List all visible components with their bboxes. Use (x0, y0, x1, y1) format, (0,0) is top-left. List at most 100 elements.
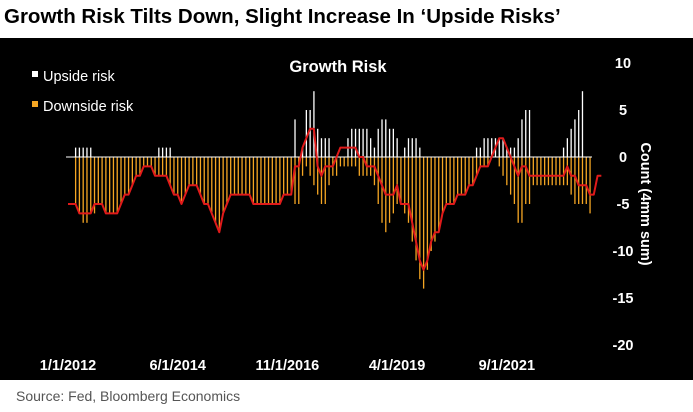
downside-risk-bar (536, 157, 538, 186)
downside-risk-bar (528, 157, 531, 204)
downside-risk-bar (248, 157, 251, 195)
downside-risk-bar (271, 157, 273, 204)
upside-risk-bar (407, 138, 410, 157)
upside-risk-bar (506, 147, 508, 157)
upside-risk-bar (415, 138, 417, 157)
downside-risk-bar (173, 157, 175, 195)
upside-risk-bar (317, 128, 319, 157)
downside-risk-bar (165, 157, 168, 176)
upside-risk-bar (309, 110, 311, 157)
downside-risk-bar (109, 157, 111, 214)
downside-risk-bar (105, 157, 107, 214)
downside-risk-bar (93, 157, 96, 214)
downside-risk-bar (290, 157, 292, 195)
downside-risk-bar (562, 157, 565, 186)
downside-risk-bar (479, 157, 481, 167)
upside-risk-bar (324, 138, 326, 157)
downside-risk-bar (207, 157, 209, 204)
upside-risk-bar (562, 147, 565, 157)
downside-risk-bar (203, 157, 205, 204)
upside-risk-bar (313, 91, 315, 157)
y-tick-label: 0 (619, 150, 627, 166)
downside-risk-bar (513, 157, 516, 204)
upside-risk-bar (509, 147, 512, 157)
downside-risk-bar (453, 157, 455, 204)
downside-risk-bar (354, 157, 357, 167)
downside-risk-bar (460, 157, 463, 195)
chart-svg: Growth Risk Upside risk Downside risk 10… (32, 56, 653, 374)
upside-risk-bar (373, 147, 376, 157)
downside-risk-bar (547, 157, 550, 186)
downside-risk-bars (74, 157, 591, 289)
downside-risk-bar (275, 157, 277, 204)
upside-risk-bar (354, 128, 357, 157)
downside-risk-bar (328, 157, 330, 186)
downside-risk-bar (177, 157, 179, 195)
downside-risk-bar (498, 157, 500, 167)
upside-risk-bar (396, 138, 398, 157)
upside-risk-bar (528, 110, 531, 157)
upside-risk-bar (90, 147, 92, 157)
downside-risk-bar (226, 157, 228, 204)
upside-risk-bar (78, 147, 81, 157)
y-tick-label: 5 (619, 103, 627, 119)
downside-risk-bar (555, 157, 557, 186)
downside-risk-bar (362, 157, 364, 176)
downside-risk-bar (411, 157, 413, 242)
upside-risk-bar (366, 128, 368, 157)
downside-risk-bar (438, 157, 440, 233)
downside-risk-bar (392, 157, 394, 214)
downside-risk-bar (101, 157, 103, 204)
x-tick-label: 4/1/2019 (369, 358, 425, 374)
upside-risk-bar (483, 138, 485, 157)
x-tick-label: 1/1/2012 (40, 358, 96, 374)
downside-risk-bar (260, 157, 262, 204)
downside-risk-bar (82, 157, 84, 223)
upside-risk-bar (392, 128, 394, 157)
downside-risk-bar (426, 157, 429, 270)
downside-risk-bar (222, 157, 224, 214)
downside-risk-bar (154, 157, 156, 176)
downside-risk-bar (441, 157, 444, 214)
downside-risk-bar (313, 157, 315, 186)
upside-risk-bar (305, 110, 307, 157)
legend-downside-swatch (32, 101, 38, 107)
upside-risk-bar (74, 147, 77, 157)
upside-risk-bar (362, 128, 364, 157)
upside-risk-bar (419, 147, 421, 157)
upside-risk-bar (487, 138, 489, 157)
downside-risk-bar (404, 157, 406, 214)
downside-risk-bar (422, 157, 425, 289)
downside-risk-bar (381, 157, 383, 223)
downside-risk-bar (161, 157, 164, 176)
downside-risk-bar (158, 157, 160, 176)
upside-risk-bar (158, 147, 160, 157)
headline: Growth Risk Tilts Down, Slight Increase … (4, 0, 693, 34)
downside-risk-bar (339, 157, 342, 167)
downside-risk-bar (351, 157, 353, 167)
y-tick-label: -5 (617, 197, 630, 213)
downside-risk-bar (377, 157, 379, 204)
downside-risk-bar (78, 157, 81, 214)
upside-risk-bars (74, 91, 584, 157)
upside-risk-bar (370, 138, 372, 157)
y-axis: 10 5 0 -5 -10 -15 -20 (613, 56, 634, 354)
upside-risk-bar (358, 128, 360, 157)
upside-risk-bar (498, 138, 500, 157)
downside-risk-bar (241, 157, 243, 195)
legend: Upside risk Downside risk (32, 69, 134, 115)
downside-risk-bar (283, 157, 285, 195)
downside-risk-bar (483, 157, 485, 167)
downside-risk-bar (396, 157, 398, 204)
downside-risk-bar (279, 157, 281, 204)
downside-risk-bar (581, 157, 584, 204)
downside-risk-bar (180, 157, 183, 204)
upside-risk-bar (351, 128, 353, 157)
downside-risk-bar (343, 157, 345, 167)
downside-risk-bar (517, 157, 519, 223)
downside-risk-bar (487, 157, 489, 167)
x-axis: 1/1/2012 6/1/2014 11/1/2016 4/1/2019 9/1/202… (40, 358, 535, 374)
downside-risk-bar (544, 157, 546, 186)
upside-risk-bar (502, 138, 504, 157)
